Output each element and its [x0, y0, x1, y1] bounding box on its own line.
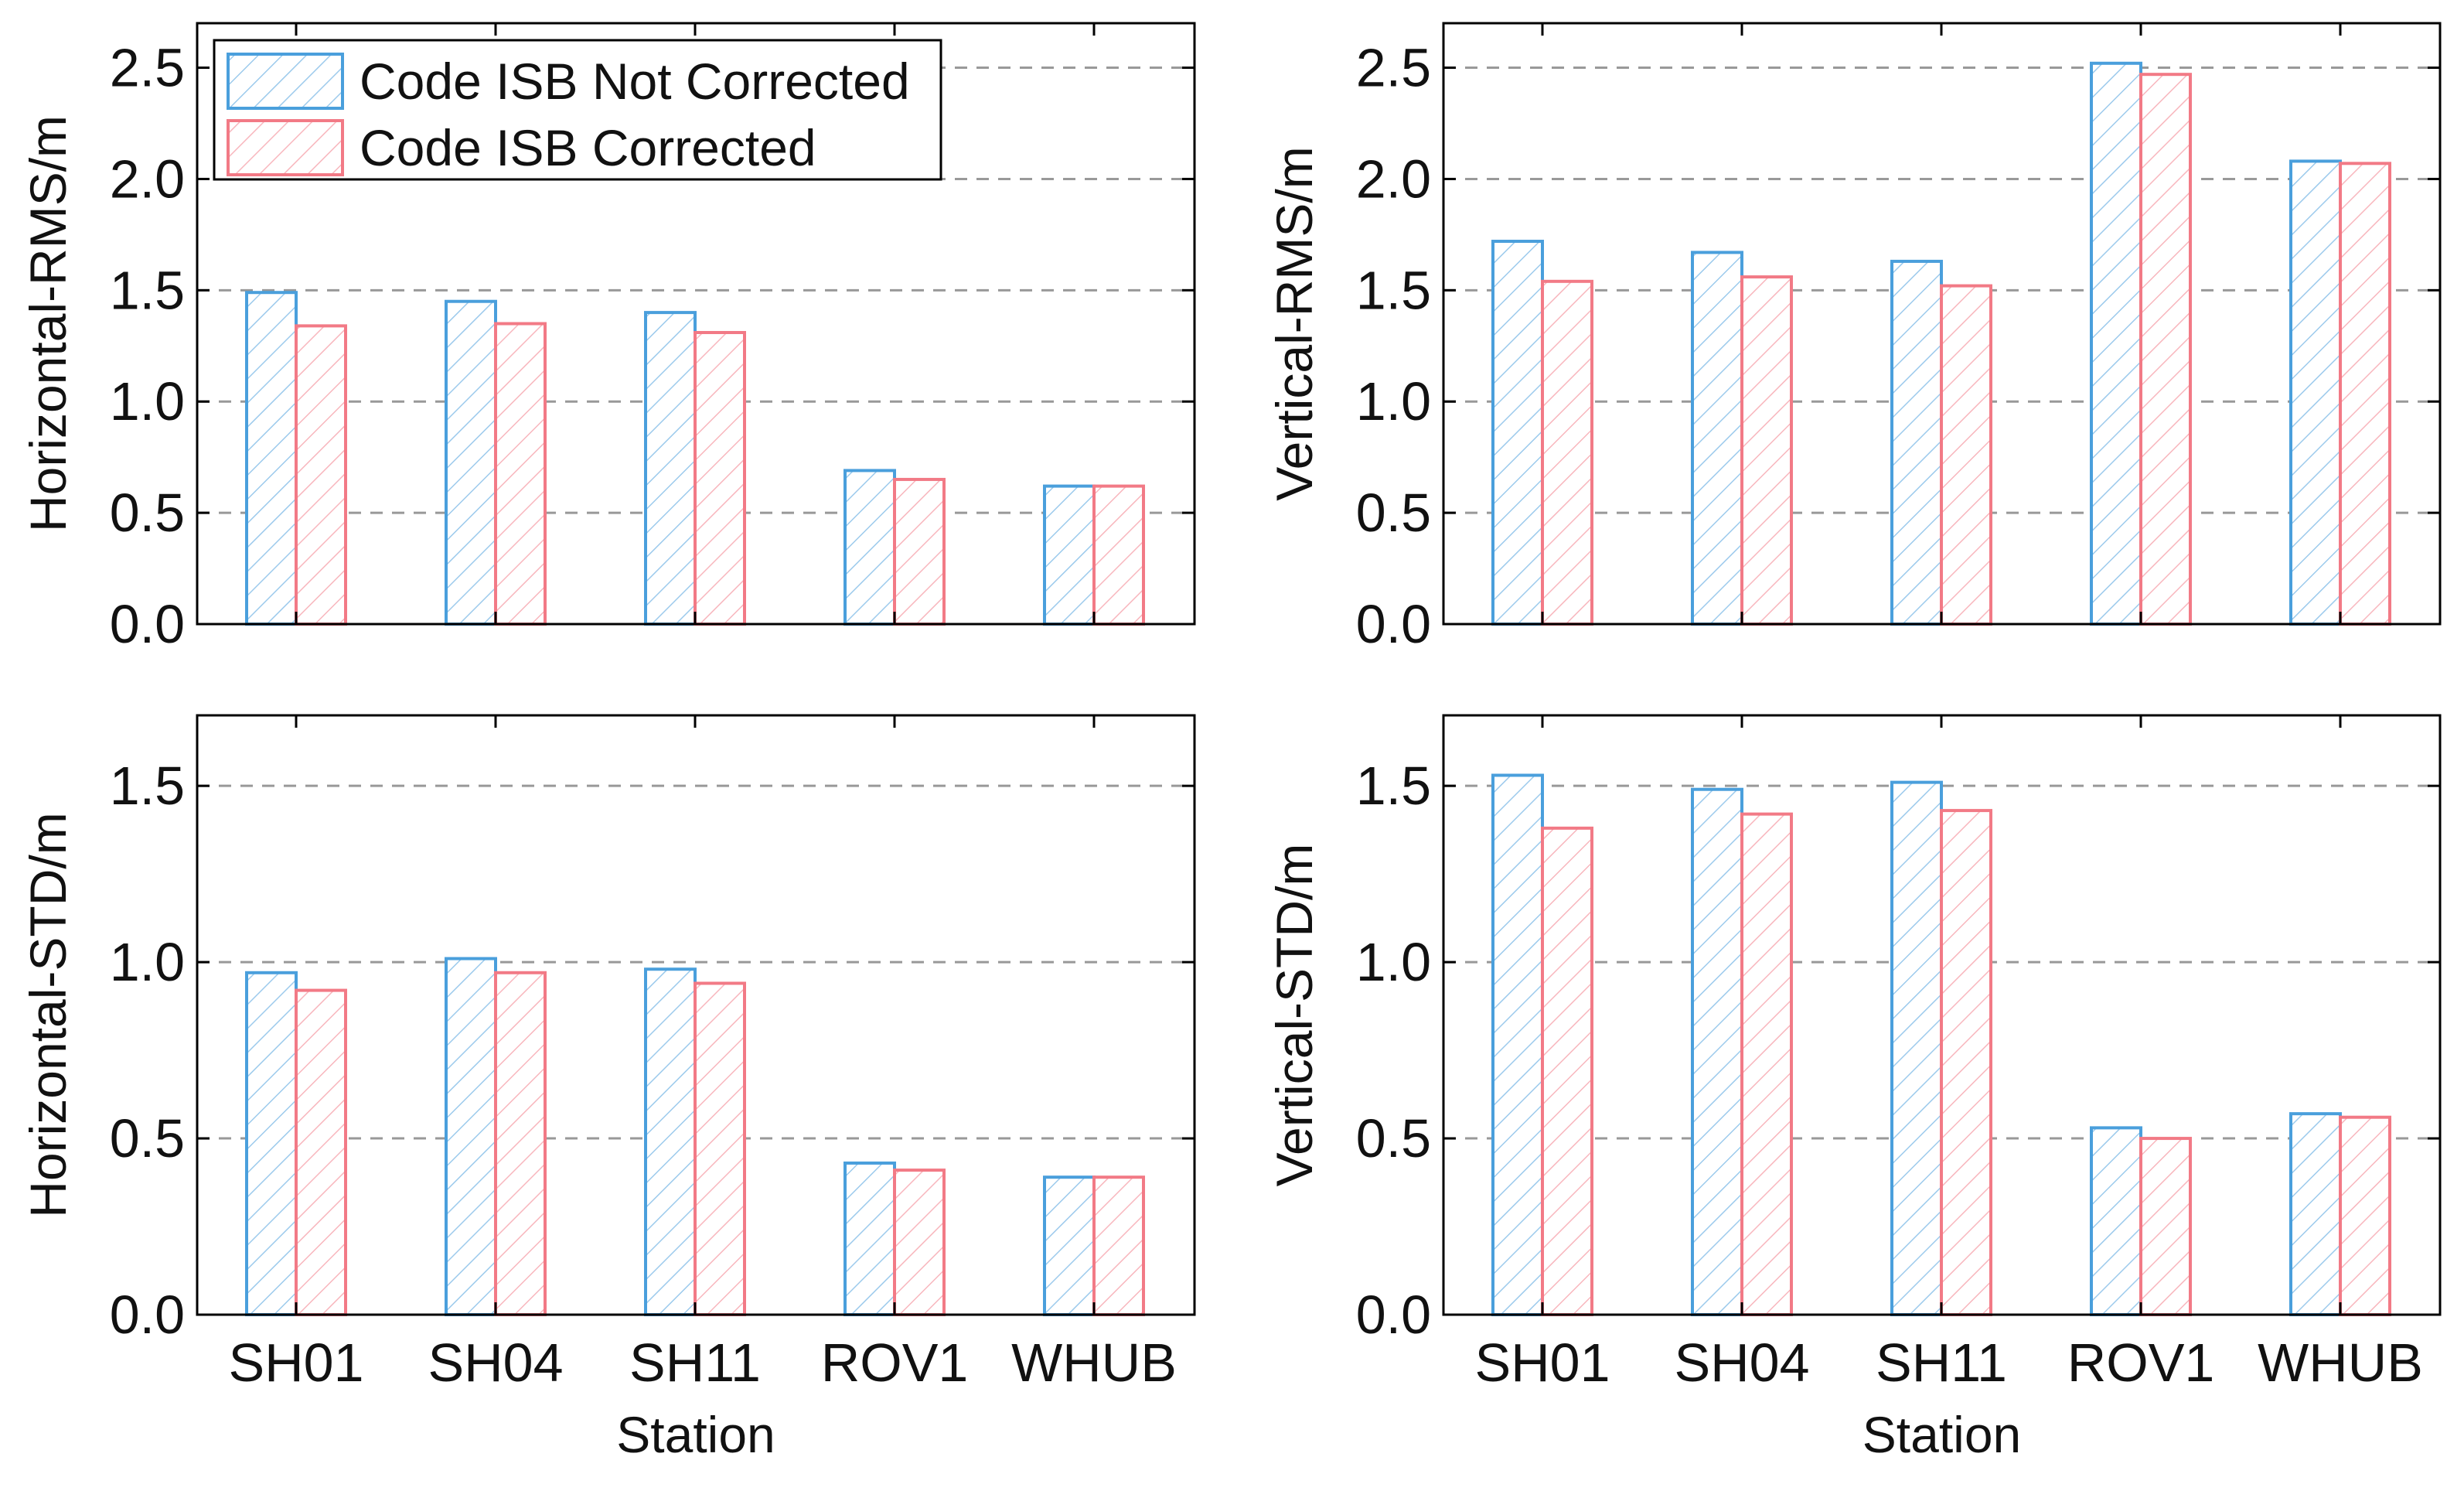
y-tick-label: 2.5 [110, 38, 185, 98]
bar-sh04-corrected [1740, 812, 1793, 1317]
y-tick-label: 1.5 [1356, 756, 1431, 816]
legend-swatch-not-corrected [227, 53, 344, 110]
bar-rov1-not-corrected [843, 1161, 896, 1316]
bar-sh01-not-corrected [1491, 773, 1544, 1316]
bar-sh01-not-corrected [1491, 240, 1544, 626]
x-tick-label: SH01 [1474, 1332, 1610, 1393]
y-tick-label: 1.5 [110, 260, 185, 320]
bar-rov1-corrected [2139, 1137, 2192, 1317]
bar-rov1-not-corrected [843, 469, 896, 626]
y-tick-label: 1.0 [110, 371, 185, 432]
y-tick-label: 1.0 [1356, 932, 1431, 992]
x-tick-label: WHUB [1011, 1332, 1177, 1393]
y-tick-label: 1.5 [110, 756, 185, 816]
x-tick-label: SH04 [428, 1332, 563, 1393]
bar-sh01-not-corrected [245, 291, 298, 626]
bar-sh04-corrected [1740, 275, 1793, 626]
y-tick-label: 0.0 [1356, 1285, 1431, 1345]
y-tick-label: 1.0 [1356, 371, 1431, 432]
bar-sh04-not-corrected [1691, 787, 1743, 1316]
bar-whub-not-corrected [1043, 1175, 1096, 1317]
y-tick-label: 2.0 [1356, 148, 1431, 209]
bar-sh04-corrected [494, 971, 547, 1316]
bar-sh11-corrected [1940, 284, 1992, 626]
bar-rov1-not-corrected [2090, 1126, 2142, 1316]
bar-rov1-corrected [893, 1169, 946, 1317]
y-tick-label: 1.5 [1356, 260, 1431, 320]
bar-whub-corrected [1092, 484, 1145, 626]
y-axis-label: Vertical-RMS/m [1266, 146, 1323, 500]
bar-sh11-corrected [1940, 809, 1992, 1316]
x-tick-label: SH11 [1876, 1332, 2007, 1393]
bar-rov1-corrected [2139, 73, 2192, 626]
x-tick-label: ROV1 [821, 1332, 969, 1393]
y-tick-label: 0.5 [1356, 483, 1431, 543]
axes-frame [196, 714, 1196, 1316]
y-axis-label: Vertical-STD/m [1266, 844, 1323, 1187]
bar-sh11-not-corrected [644, 967, 697, 1317]
panel-bottom-left: SH01 SH04 SH11 ROV1 WHUB 0.0 0.5 1.0 1.5 Horizont… [19, 714, 1196, 1463]
x-tick-label: ROV1 [2067, 1332, 2215, 1393]
legend-label: Code ISB Not Corrected [360, 53, 910, 110]
bar-whub-not-corrected [1043, 484, 1096, 626]
panel-top-left: 0.0 0.5 1.0 1.5 2.0 2.5 Horizontal-RMS/m Code I… [19, 22, 1196, 654]
bar-sh04-not-corrected [445, 957, 497, 1316]
y-tick-label: 0.0 [110, 594, 185, 654]
x-axis-label: Station [1862, 1406, 2021, 1463]
bar-whub-not-corrected [2289, 159, 2342, 626]
bar-sh11-not-corrected [1890, 780, 1943, 1316]
x-tick-label: SH11 [629, 1332, 761, 1393]
bar-sh01-corrected [1541, 826, 1593, 1316]
bar-sh01-corrected [295, 988, 347, 1317]
legend: Code ISB Not Corrected Code ISB Corrected [213, 39, 942, 181]
bar-rov1-corrected [893, 477, 946, 626]
bar-sh01-not-corrected [245, 971, 298, 1316]
y-axis-label: Horizontal-RMS/m [19, 115, 77, 532]
bar-whub-corrected [2339, 1115, 2391, 1317]
bar-whub-not-corrected [2289, 1112, 2342, 1317]
bar-sh04-not-corrected [1691, 251, 1743, 626]
x-tick-label: WHUB [2258, 1332, 2423, 1393]
bar-sh01-corrected [295, 324, 347, 626]
x-tick-label: SH01 [228, 1332, 363, 1393]
panel-top-right: 0.0 0.5 1.0 1.5 2.0 2.5 Vertical-RMS/m [1266, 22, 2442, 654]
bar-sh04-corrected [494, 322, 547, 626]
y-tick-label: 0.5 [1356, 1108, 1431, 1169]
axes-frame [1442, 22, 2442, 626]
y-tick-label: 2.5 [1356, 38, 1431, 98]
y-tick-label: 0.0 [110, 1285, 185, 1345]
bar-sh11-corrected [694, 981, 746, 1316]
bar-sh11-not-corrected [1890, 259, 1943, 626]
y-tick-label: 2.0 [110, 148, 185, 209]
legend-label: Code ISB Corrected [360, 119, 816, 176]
legend-swatch-corrected [227, 119, 344, 176]
bar-whub-corrected [1092, 1175, 1145, 1317]
bar-sh11-corrected [694, 331, 746, 626]
y-axis-label: Horizontal-STD/m [19, 812, 77, 1217]
bar-whub-corrected [2339, 162, 2391, 626]
bar-sh01-corrected [1541, 279, 1593, 626]
bar-rov1-not-corrected [2090, 61, 2142, 626]
panel-bottom-right: SH01 SH04 SH11 ROV1 WHUB 0.0 0.5 1.0 1.5 Vertical… [1266, 714, 2442, 1463]
bar-sh11-not-corrected [644, 311, 697, 626]
bar-sh04-not-corrected [445, 299, 497, 626]
x-axis-label: Station [616, 1406, 775, 1463]
x-tick-label: SH04 [1674, 1332, 1809, 1393]
y-tick-label: 1.0 [110, 932, 185, 992]
y-tick-label: 0.5 [110, 1108, 185, 1169]
axes-frame [1442, 714, 2442, 1316]
y-tick-label: 0.0 [1356, 594, 1431, 654]
y-tick-label: 0.5 [110, 483, 185, 543]
axes-frame [196, 22, 1196, 626]
